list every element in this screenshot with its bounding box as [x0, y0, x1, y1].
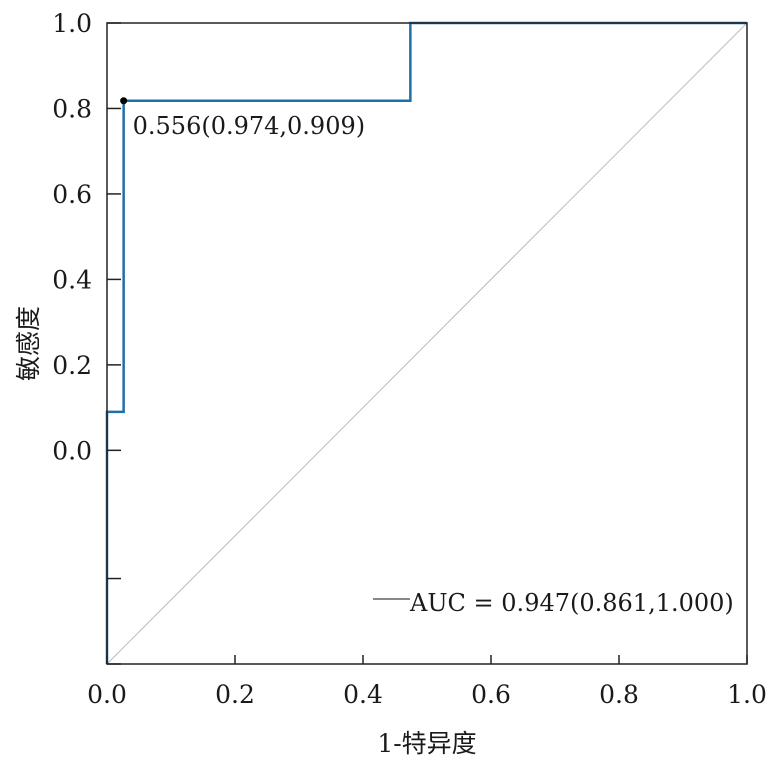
- y-tick-label: 0.2: [52, 351, 92, 380]
- y-tick-label: 0.0: [52, 436, 92, 465]
- y-axis-ticks: 0.0 0.2 0.4 0.6 0.8 1.0: [52, 9, 121, 665]
- y-tick-label: 0.4: [52, 265, 92, 294]
- y-tick-label: 0.8: [52, 94, 92, 123]
- cutoff-point: [120, 97, 128, 105]
- x-axis-ticks: 0.0 0.2 0.4 0.6 0.8 1.0: [87, 655, 767, 709]
- x-tick-label: 0.2: [215, 680, 255, 709]
- legend-label: AUC = 0.947(0.861,1.000): [409, 589, 734, 617]
- x-axis-title: 1-特异度: [377, 729, 476, 757]
- y-tick-label: 0.6: [52, 180, 92, 209]
- plot-frame: [106, 22, 748, 665]
- x-tick-label: 0.0: [87, 680, 127, 709]
- cutoff-point-label: 0.556(0.974,0.909): [133, 112, 365, 140]
- y-tick-label: 1.0: [52, 9, 92, 38]
- x-tick-label: 0.8: [599, 680, 639, 709]
- x-tick-label: 0.6: [471, 680, 511, 709]
- y-axis-title: 敏感度: [14, 306, 43, 381]
- reference-diagonal: [106, 22, 748, 665]
- x-tick-label: 0.4: [343, 680, 383, 709]
- x-tick-label: 1.0: [727, 680, 767, 709]
